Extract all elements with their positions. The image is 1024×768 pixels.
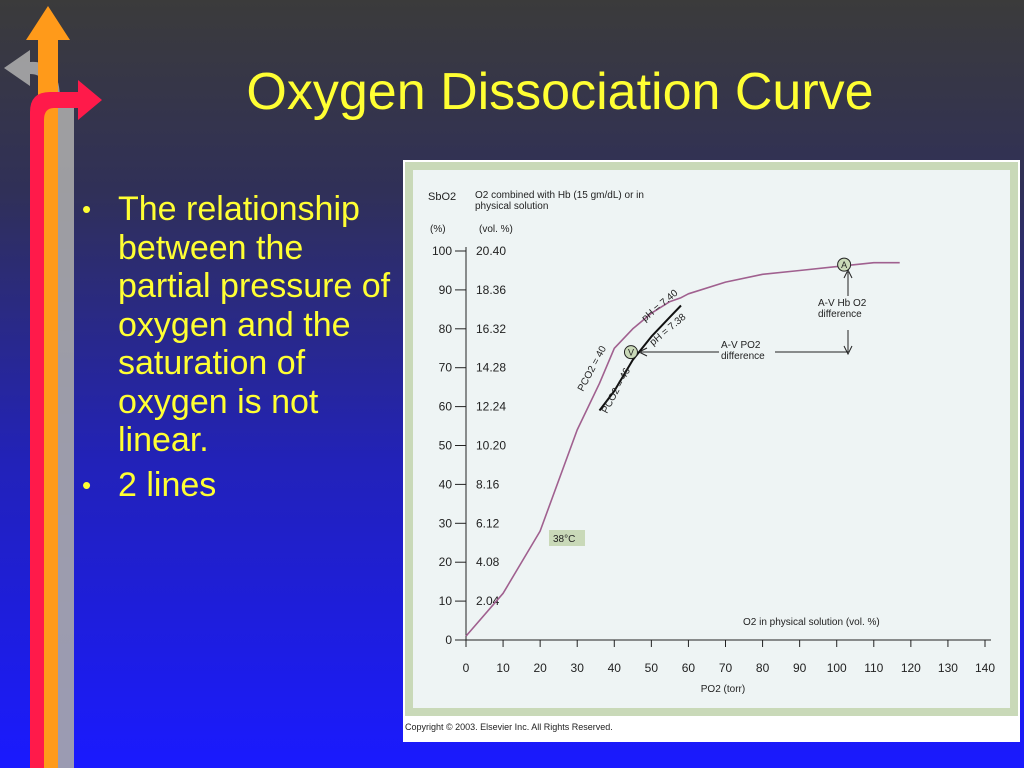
- y2-tick-label: 16.32: [476, 322, 506, 336]
- y-tick-label: 10: [439, 594, 453, 608]
- annotation: A-V PO2 difference: [721, 340, 765, 362]
- y-tick-label: 50: [439, 439, 453, 453]
- x-tick-label: 40: [608, 661, 622, 675]
- x-tick-label: 10: [496, 661, 510, 675]
- label-box: [549, 530, 585, 546]
- x-tick-label: 120: [901, 661, 921, 675]
- y-tick-label: 30: [439, 516, 453, 530]
- curve: [598, 304, 682, 412]
- x-tick-label: 60: [682, 661, 696, 675]
- y-tick-label: 80: [439, 322, 453, 336]
- x-tick-label: 110: [864, 661, 883, 675]
- x-tick-label: 80: [756, 661, 770, 675]
- y2-axis-unit: (vol. %): [479, 224, 513, 235]
- annotation: O2 in physical solution (vol. %): [743, 617, 880, 628]
- red-arrow: [30, 80, 102, 768]
- x-tick-label: 140: [975, 661, 995, 675]
- slide-title: Oxygen Dissociation Curve: [246, 63, 874, 121]
- x-tick-label: 90: [793, 661, 807, 675]
- y2-tick-label: 6.12: [476, 516, 500, 530]
- y-tick-label: 70: [439, 361, 453, 375]
- x-tick-label: 70: [719, 661, 733, 675]
- x-tick-label: 20: [533, 661, 547, 675]
- chart: Copyright © 2003. Elsevier Inc. All Righ…: [405, 162, 1018, 732]
- copyright: Copyright © 2003. Elsevier Inc. All Righ…: [405, 722, 613, 732]
- annotation-box: A-V Hb O2 difference: [818, 298, 867, 320]
- orange-arrow: [26, 6, 70, 768]
- annotation: 38°C: [553, 534, 575, 545]
- y-tick-label: 60: [439, 400, 453, 414]
- y2-tick-label: 12.24: [476, 400, 506, 414]
- y2-tick-label: 20.40: [476, 244, 506, 258]
- x-axis-label: PO2 (torr): [701, 684, 745, 695]
- x-tick-label: 100: [827, 661, 847, 675]
- x-tick-label: 30: [571, 661, 585, 675]
- y-tick-label: 40: [439, 477, 453, 491]
- y-tick-label: 0: [445, 633, 452, 647]
- y2-tick-label: 10.20: [476, 439, 506, 453]
- figure: Copyright © 2003. Elsevier Inc. All Righ…: [403, 160, 1020, 742]
- curve: [465, 261, 900, 637]
- y2-axis-label: O2 combined with Hb (15 gm/dL) or in phy…: [475, 190, 644, 212]
- y-tick-label: 90: [439, 283, 453, 297]
- bullet: 2 lines: [82, 466, 402, 505]
- y2-tick-label: 4.08: [476, 555, 500, 569]
- annotation-box: A-V PO2 difference: [721, 340, 765, 362]
- y2-tick-label: 14.28: [476, 361, 506, 375]
- y2-tick-label: 8.16: [476, 477, 500, 491]
- bullet: The relationship between the partial pre…: [82, 190, 402, 460]
- y2-tick-label: 18.36: [476, 283, 506, 297]
- y-tick-label: 100: [432, 244, 452, 258]
- point-label: A: [841, 260, 847, 270]
- annotation: A-V Hb O2 difference: [818, 298, 867, 320]
- x-tick-label: 50: [645, 661, 659, 675]
- y2-label-box: O2 combined with Hb (15 gm/dL) or in phy…: [475, 190, 644, 212]
- y-axis-label: SbO2: [428, 191, 456, 203]
- x-tick-label: 130: [938, 661, 958, 675]
- plot-background: [413, 170, 1010, 708]
- decoration: [4, 6, 102, 768]
- y-tick-label: 20: [439, 555, 453, 569]
- point-label: V: [628, 348, 634, 358]
- x-tick-label: 0: [463, 661, 470, 675]
- point: [623, 345, 638, 360]
- point: [837, 257, 852, 272]
- y-axis-unit: (%): [430, 224, 446, 235]
- bullet-list: The relationship between the partial pre…: [82, 190, 402, 510]
